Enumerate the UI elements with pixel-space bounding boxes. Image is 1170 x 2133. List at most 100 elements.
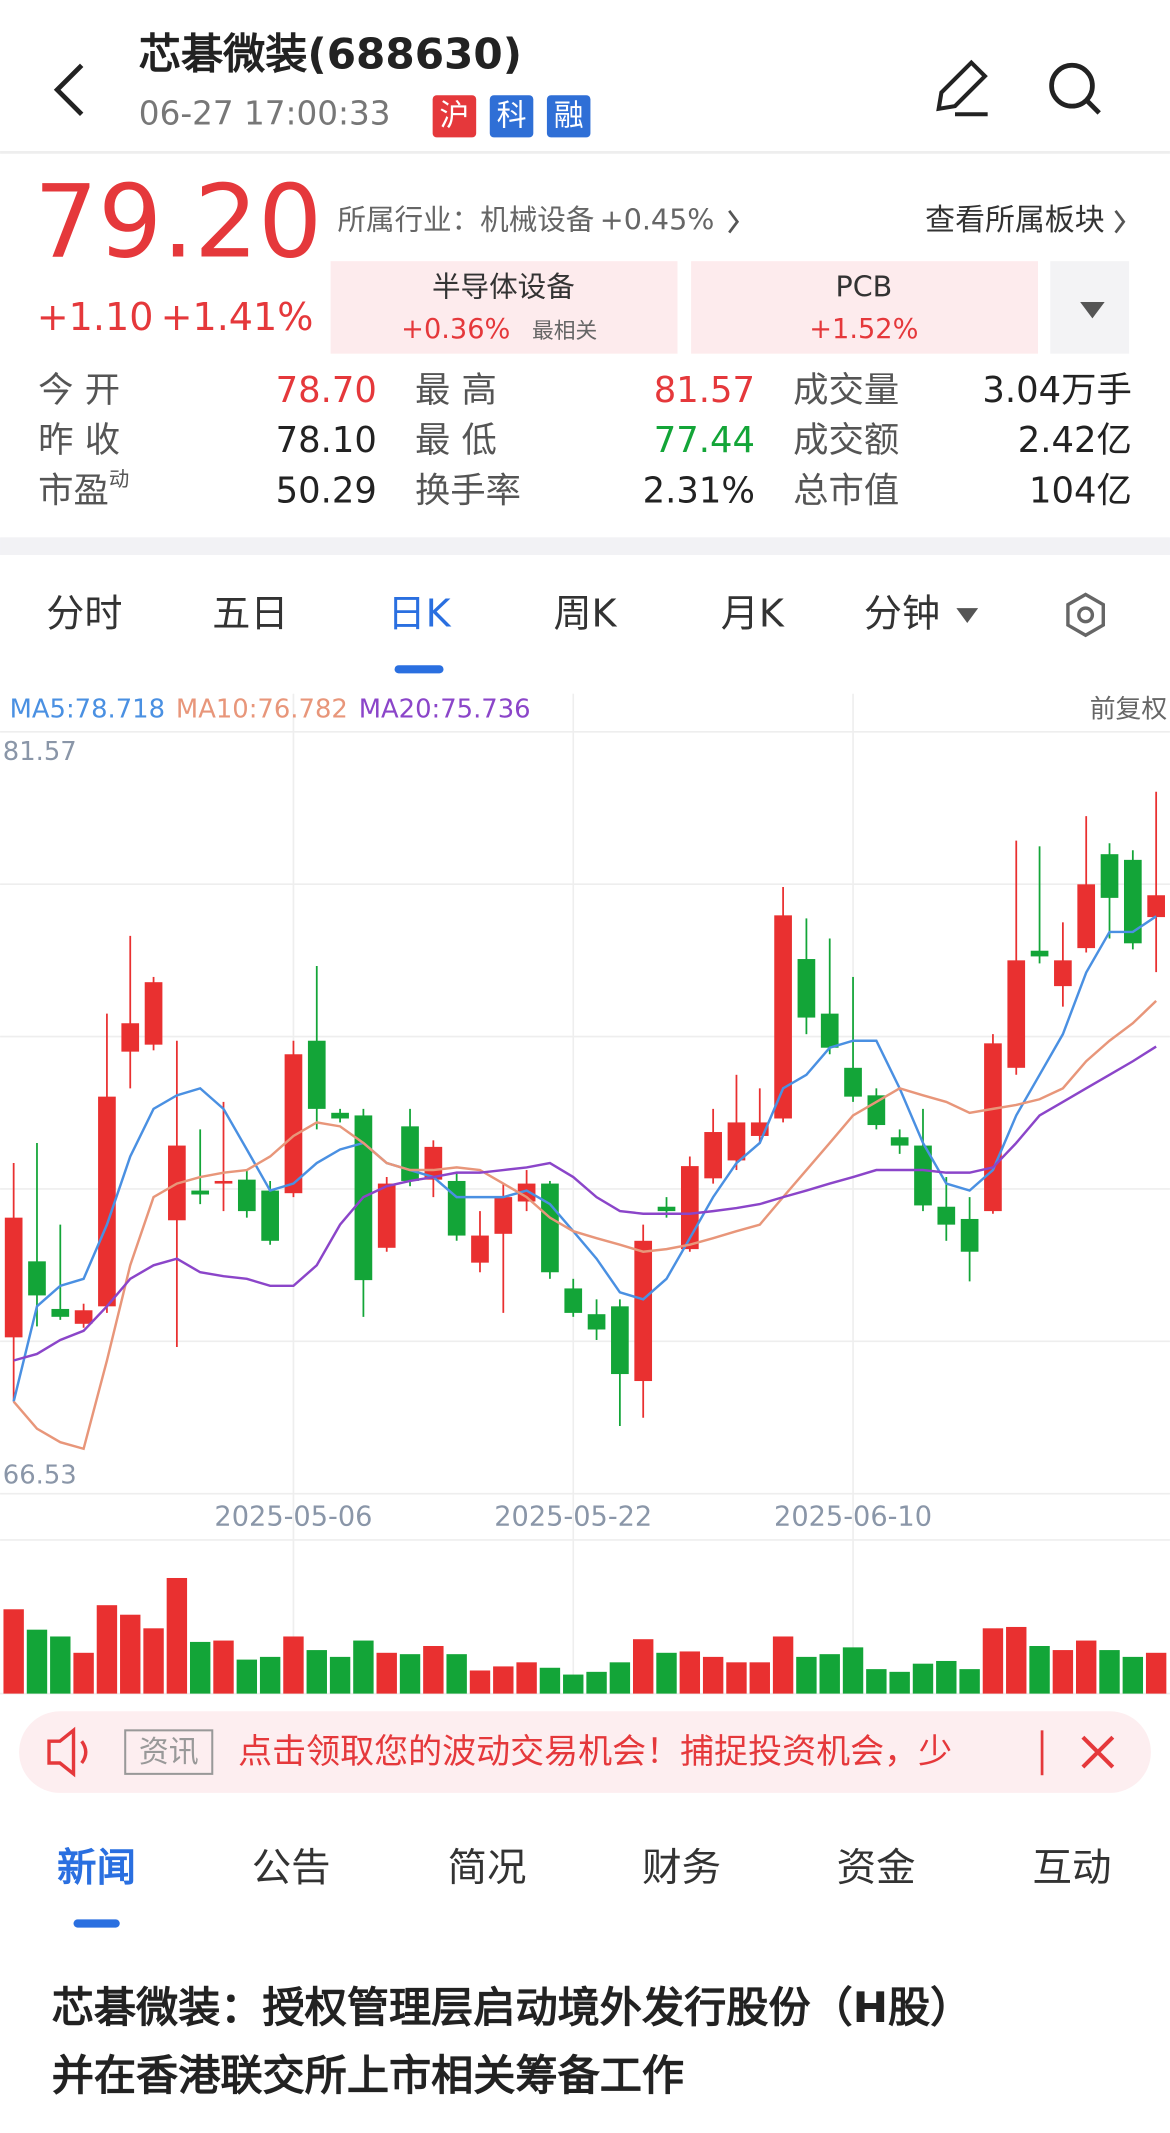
edit-icon[interactable] [936, 59, 988, 117]
y-tick-label: 66.53 [3, 1460, 77, 1490]
badge [432, 95, 477, 138]
candle-body [611, 1306, 629, 1375]
candle-body [797, 959, 816, 1018]
candle-body [541, 1183, 559, 1273]
sector-tag: 最相关 [532, 319, 597, 344]
chart-tab[interactable]: 日K [388, 592, 452, 636]
news-tab[interactable]: 新闻 [57, 1845, 136, 1891]
volume-bar [493, 1666, 514, 1694]
candle-body [1147, 895, 1165, 918]
x-tick-label: 2025-06-10 [774, 1502, 932, 1533]
volume-bar [283, 1636, 304, 1694]
candle-body [28, 1261, 46, 1296]
industry[interactable]: 所属行业：机械设备 +0.45% [337, 203, 714, 237]
volume-bar [726, 1662, 747, 1694]
candle-body [517, 1183, 536, 1202]
candle-body [307, 1040, 326, 1109]
stat-label: 换手率 [415, 470, 521, 511]
volume-bar [1029, 1646, 1050, 1694]
back-button[interactable] [53, 63, 84, 116]
legend-item: MA20:75.736 [359, 695, 531, 725]
x-tick-label: 2025-05-22 [494, 1502, 652, 1533]
sector-card[interactable] [691, 261, 1038, 354]
stat-value: 3.04万手 [982, 370, 1131, 411]
chart-tab[interactable]: 月K [721, 592, 785, 636]
industry-change: +0.45% [600, 203, 715, 237]
banner-tag: 资讯 [139, 1735, 199, 1770]
volume-bar [609, 1662, 631, 1694]
banner[interactable] [19, 1711, 1151, 1793]
volume-bar [819, 1654, 840, 1694]
news-tab[interactable]: 简况 [448, 1845, 527, 1891]
headline-line[interactable]: 芯碁微装：授权管理层启动境外发行股份（H股） [52, 1983, 973, 2032]
chart-tab[interactable]: 分时 [46, 592, 122, 636]
candle-body [1054, 960, 1072, 987]
stat-label: 昨 收 [38, 420, 120, 461]
sector-change: +0.36% [401, 314, 510, 345]
volume-bar [1052, 1650, 1074, 1694]
volume-bar [796, 1656, 817, 1694]
sector-card[interactable] [330, 261, 678, 354]
chart-tab[interactable]: 周K [553, 592, 617, 636]
candle-body [471, 1235, 489, 1263]
volume-bar [656, 1652, 677, 1694]
candle-body [1007, 960, 1026, 1068]
industry-name: 机械设备 [480, 203, 594, 237]
candle-body [447, 1180, 466, 1236]
legend-item: MA10:76.782 [176, 695, 348, 725]
candle-body [1123, 859, 1142, 944]
banner-text[interactable]: 点击领取您的波动交易机会！捕捉投资机会，少 [238, 1732, 952, 1772]
candle-body [1077, 884, 1096, 949]
volume-bar [632, 1639, 654, 1694]
close-banner[interactable] [1081, 1735, 1115, 1769]
change-pct: +1.41% [161, 295, 314, 339]
volume-bar [259, 1656, 281, 1694]
stat-label: 市盈动 [38, 467, 129, 511]
candle-body [844, 1067, 862, 1097]
candle-body [377, 1183, 396, 1248]
chart-tab[interactable]: 五日 [212, 592, 288, 636]
chart-tab[interactable]: 分钟 [864, 592, 940, 636]
stat-label: 最 低 [415, 420, 497, 461]
settings-icon[interactable] [1066, 592, 1105, 638]
stat-value: 81.57 [654, 370, 755, 411]
candle-body [820, 1013, 839, 1048]
volume-bar [329, 1656, 351, 1694]
news-tab[interactable]: 财务 [642, 1845, 721, 1891]
stat-value: 2.31% [643, 470, 755, 511]
volume-bar [26, 1629, 48, 1694]
volume-bar [702, 1656, 724, 1694]
volume-bar [3, 1609, 24, 1694]
news-tab[interactable]: 资金 [837, 1845, 916, 1891]
candle-body [401, 1126, 419, 1181]
view-sectors[interactable]: 查看所属板块 [925, 203, 1104, 238]
adjust-mode[interactable]: 前复权 [1090, 695, 1167, 725]
chevron [1114, 210, 1126, 234]
chevron [728, 210, 740, 234]
news-tab[interactable]: 互动 [1033, 1845, 1112, 1891]
tag-box [124, 1729, 214, 1775]
ma-line [13, 1045, 1157, 1362]
sector-name: PCB [836, 269, 893, 303]
volume-bar [120, 1614, 141, 1694]
candle-body [774, 915, 792, 1119]
volume-bar [1145, 1652, 1167, 1694]
headline-line[interactable]: 并在香港联交所上市相关筹备工作 [52, 2051, 684, 2100]
volume-bar [73, 1652, 94, 1694]
stat-value: 2.42亿 [1018, 420, 1132, 461]
stat-label: 最 高 [415, 370, 497, 411]
volume-bar [516, 1662, 537, 1694]
stat-label: 总市值 [793, 470, 899, 511]
volume-bar [959, 1669, 980, 1694]
search-icon[interactable] [1049, 62, 1101, 115]
volume-bar [679, 1651, 701, 1694]
volume-bar [376, 1652, 397, 1694]
badge-text: 科 [497, 98, 527, 133]
candle-body [284, 1054, 303, 1194]
candle-body [121, 1023, 140, 1052]
news-tab[interactable]: 公告 [252, 1845, 331, 1891]
candle-body [890, 1137, 909, 1146]
candle-body [144, 982, 163, 1045]
